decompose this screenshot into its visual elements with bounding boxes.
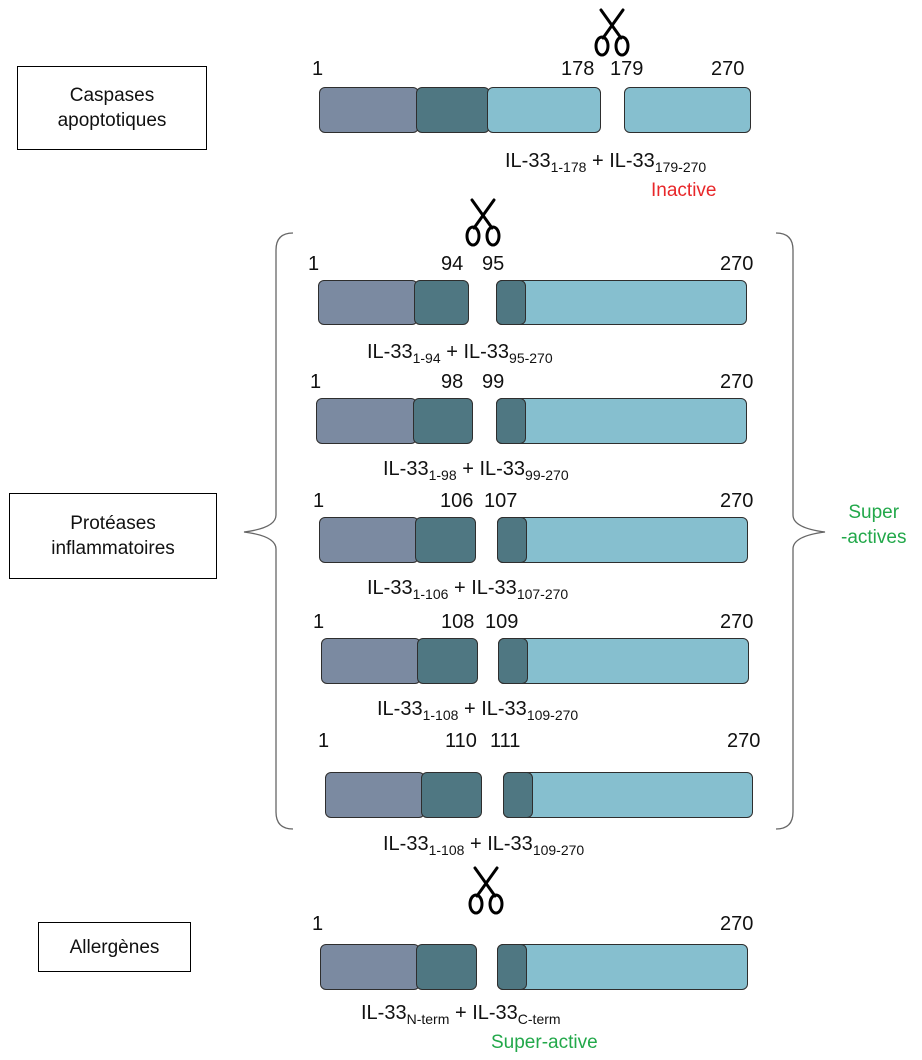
residue-number: 1 — [308, 253, 320, 275]
fragment-label: IL-331-108 + IL-33109-270 — [383, 833, 585, 858]
residue-number: 94 — [441, 253, 464, 275]
c-domain-segment — [498, 638, 749, 684]
fragment-label: IL-331-98 + IL-3399-270 — [383, 458, 569, 483]
c-domain-segment — [503, 772, 753, 818]
mid-domain-segment — [417, 638, 478, 684]
proteases-box: Protéases inflammatoires — [9, 493, 217, 579]
residue-number: 1 — [310, 371, 322, 393]
caspases-label: Caspases apoptotiques — [57, 85, 167, 131]
c-domain-segment — [497, 517, 748, 563]
scissors-icon — [594, 8, 630, 57]
mid-domain-segment — [497, 944, 527, 990]
proteases-label: Protéases inflammatoires — [51, 513, 175, 559]
mid-domain-segment — [503, 772, 533, 818]
mid-domain-segment — [414, 280, 469, 325]
n-domain-segment — [325, 772, 425, 818]
c-domain-segment — [624, 87, 751, 133]
status-super-active: Super-active — [491, 1032, 598, 1053]
residue-number: 1 — [312, 58, 324, 80]
mid-domain-segment — [498, 638, 528, 684]
mid-domain-segment — [421, 772, 482, 818]
mid-domain-segment — [416, 944, 477, 990]
residue-number: 270 — [720, 913, 754, 935]
residue-number: 179 — [610, 58, 644, 80]
residue-number: 270 — [711, 58, 745, 80]
residue-number: 106 — [440, 490, 474, 512]
residue-number: 1 — [318, 730, 330, 752]
status-inactive: Inactive — [651, 180, 717, 201]
allergenes-label: Allergènes — [69, 936, 160, 958]
residue-number: 1 — [313, 490, 325, 512]
residue-number: 111 — [490, 730, 521, 752]
n-domain-segment — [318, 280, 418, 325]
fragment-label: IL-331-94 + IL-3395-270 — [367, 341, 553, 366]
n-domain-segment — [319, 517, 419, 563]
c-domain-segment — [496, 280, 747, 325]
mid-domain-segment — [415, 517, 476, 563]
residue-number: 107 — [484, 490, 518, 512]
right-bracket — [775, 232, 826, 830]
residue-number: 270 — [720, 253, 754, 275]
n-domain-segment — [320, 944, 420, 990]
residue-number: 110 — [445, 730, 477, 752]
fragment-label: IL-331-108 + IL-33109-270 — [377, 698, 579, 723]
residue-number: 270 — [720, 371, 754, 393]
n-domain-segment — [321, 638, 421, 684]
residue-number: 109 — [485, 611, 519, 633]
residue-number: 178 — [561, 58, 595, 80]
status-super-actives: Super -actives — [841, 502, 907, 548]
mid-domain-segment — [496, 398, 526, 444]
fragment-label: IL-33N-term + IL-33C-term — [361, 1002, 561, 1027]
mid-domain-segment — [497, 517, 527, 563]
n-domain-segment — [316, 398, 417, 444]
residue-number: 270 — [720, 490, 754, 512]
residue-number: 270 — [720, 611, 754, 633]
residue-number: 270 — [727, 730, 761, 752]
allergenes-box: Allergènes — [38, 922, 191, 972]
mid-domain-segment — [413, 398, 473, 444]
scissors-icon — [465, 198, 501, 247]
residue-number: 1 — [312, 913, 324, 935]
residue-number: 98 — [441, 371, 464, 393]
fragment-label: IL-331-178 + IL-33179-270 — [505, 150, 707, 175]
c-domain-segment — [497, 944, 748, 990]
c-domain-segment — [496, 398, 747, 444]
n-domain-segment — [319, 87, 419, 133]
left-bracket — [243, 232, 294, 830]
mid-domain-segment — [496, 280, 526, 325]
residue-number: 108 — [441, 611, 475, 633]
scissors-icon — [468, 866, 504, 915]
mid-domain-segment — [416, 87, 490, 133]
c-domain-segment — [487, 87, 601, 133]
residue-number: 99 — [482, 371, 505, 393]
residue-number: 95 — [482, 253, 505, 275]
caspases-box: Caspases apoptotiques — [17, 66, 207, 150]
residue-number: 1 — [313, 611, 325, 633]
fragment-label: IL-331-106 + IL-33107-270 — [367, 577, 569, 602]
